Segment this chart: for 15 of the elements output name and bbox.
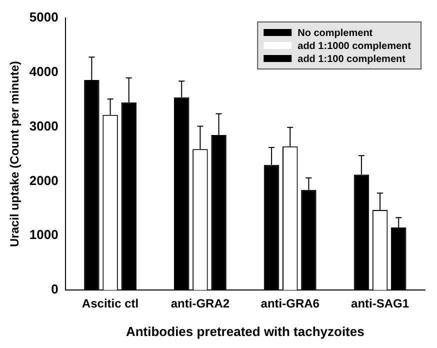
y-tick-label: 5000 bbox=[29, 10, 58, 25]
x-tick-label: Ascitic ctl bbox=[82, 296, 139, 311]
legend-label: No complement bbox=[298, 28, 374, 39]
y-tick-label: 4000 bbox=[29, 64, 58, 79]
x-tick-label: anti-SAG1 bbox=[351, 296, 410, 311]
y-axis-title: Uracil uptake (Count per minute) bbox=[8, 60, 22, 248]
y-tick-label: 2000 bbox=[29, 172, 58, 188]
legend-label: add 1:100 complement bbox=[298, 54, 406, 65]
legend-label: add 1:1000 complement bbox=[298, 40, 412, 52]
x-axis-title: Antibodies pretreated with tachyzoites bbox=[126, 324, 364, 339]
x-tick-label: anti-GRA2 bbox=[170, 296, 230, 311]
x-tick-label: anti-GRA6 bbox=[260, 296, 320, 311]
y-tick-label: 1000 bbox=[29, 227, 58, 242]
y-tick-label: 0 bbox=[51, 282, 58, 297]
y-tick-label: 3000 bbox=[29, 118, 58, 134]
